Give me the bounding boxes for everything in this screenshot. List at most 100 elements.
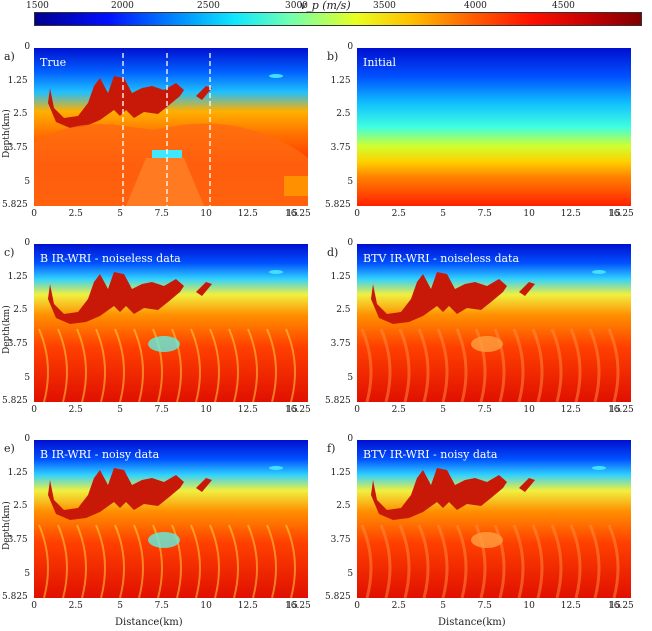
- texture-streak: [266, 328, 277, 402]
- x-tick-label: 7.5: [477, 209, 492, 219]
- texture-streak: [247, 524, 258, 598]
- panel-d: BTV IR-WRI - noiseless data: [357, 244, 631, 402]
- y-tick-label: 1.25: [7, 272, 28, 282]
- panel-label: f): [327, 442, 336, 455]
- y-tick-label: 0: [24, 42, 31, 52]
- x-tick-label: 2.5: [68, 405, 83, 415]
- x-tick-label: 12.5: [237, 209, 258, 219]
- y-axis-label: Depth(km): [2, 109, 12, 158]
- shallow-anomaly: [269, 74, 283, 78]
- salt-body: [48, 468, 184, 520]
- salt-wedge: [519, 478, 535, 492]
- velocity-background: [357, 244, 631, 402]
- texture-streak: [190, 524, 201, 598]
- y-tick-label: 2.5: [336, 109, 351, 119]
- panel-label: b): [327, 50, 339, 63]
- velocity-image: [357, 48, 631, 206]
- x-tick-label: 16.25: [285, 601, 311, 611]
- x-tick-label: 15: [609, 209, 621, 219]
- texture-streak: [607, 524, 620, 598]
- texture-streak: [209, 524, 220, 598]
- velocity-image: [34, 244, 308, 402]
- texture-streak: [76, 328, 87, 402]
- y-tick-label: 3.75: [7, 143, 28, 153]
- colorbar-tick-label: 1500: [26, 1, 49, 11]
- texture-streak: [436, 328, 449, 402]
- salt-body: [48, 76, 184, 128]
- x-tick-label: 5: [440, 209, 446, 219]
- y-tick-label: 3.75: [330, 143, 351, 153]
- channel-reconstruction: [148, 336, 180, 352]
- texture-streak: [512, 524, 525, 598]
- x-tick-label: 15: [286, 601, 298, 611]
- texture-streak: [76, 524, 87, 598]
- texture-streak: [455, 328, 468, 402]
- x-tick-label: 7.5: [154, 405, 169, 415]
- texture-streak: [379, 524, 392, 598]
- corner-block: [284, 176, 308, 196]
- x-tick-label: 15: [609, 405, 621, 415]
- panel-label: d): [327, 246, 339, 259]
- texture-streak: [493, 328, 506, 402]
- x-tick-label: 5: [117, 601, 123, 611]
- texture-streak: [588, 328, 601, 402]
- x-tick-label: 12.5: [560, 405, 581, 415]
- x-tick-label: 16.25: [285, 209, 311, 219]
- texture-streak: [512, 328, 525, 402]
- shallow-anomaly: [269, 466, 283, 470]
- y-tick-label: 0: [24, 434, 31, 444]
- x-tick-label: 2.5: [68, 601, 83, 611]
- y-tick-label: 3.75: [330, 339, 351, 349]
- texture-streak: [474, 328, 487, 402]
- y-tick-label: 1.25: [7, 468, 28, 478]
- velocity-image: [34, 440, 308, 598]
- texture-streak: [95, 524, 106, 598]
- velocity-background: [357, 440, 631, 598]
- y-tick-label: 5.825: [325, 200, 351, 210]
- velocity-background: [34, 440, 308, 598]
- y-tick-label: 0: [347, 238, 354, 248]
- x-tick-label: 16.25: [608, 601, 634, 611]
- texture-streak: [588, 524, 601, 598]
- y-axis-label: Depth(km): [2, 305, 12, 354]
- texture-streak: [417, 328, 430, 402]
- x-tick-label: 10: [523, 209, 535, 219]
- colorbar-tick-label: 2500: [197, 1, 220, 11]
- velocity-image: [357, 244, 631, 402]
- panel-label: c): [4, 246, 15, 259]
- x-axis-label-right: Distance(km): [438, 617, 506, 628]
- y-tick-label: 2.5: [336, 305, 351, 315]
- texture-streak: [569, 328, 582, 402]
- x-tick-label: 12.5: [560, 209, 581, 219]
- x-tick-label: 7.5: [154, 209, 169, 219]
- texture-streak: [95, 328, 106, 402]
- y-tick-label: 5: [347, 373, 354, 383]
- y-tick-label: 5.825: [2, 592, 28, 602]
- salt-body: [371, 272, 507, 324]
- y-tick-label: 0: [347, 434, 354, 444]
- trapezoid-body: [126, 158, 204, 206]
- x-tick-label: 2.5: [68, 209, 83, 219]
- salt-wedge: [196, 478, 212, 492]
- y-tick-label: 2.5: [13, 109, 28, 119]
- y-tick-label: 2.5: [13, 305, 28, 315]
- shallow-anomaly: [592, 466, 606, 470]
- x-tick-label: 2.5: [391, 209, 406, 219]
- texture-streak: [133, 524, 144, 598]
- y-tick-label: 0: [24, 238, 31, 248]
- y-tick-label: 5.825: [325, 396, 351, 406]
- colorbar-tick-label: 4500: [552, 1, 575, 11]
- texture-streak: [38, 328, 49, 402]
- texture-streak: [152, 524, 163, 598]
- salt-body: [371, 468, 507, 520]
- panel-f: BTV IR-WRI - noisy data: [357, 440, 631, 598]
- x-tick-label: 16.25: [608, 405, 634, 415]
- x-tick-label: 2.5: [391, 601, 406, 611]
- texture-streak: [247, 328, 258, 402]
- texture-streak: [133, 328, 144, 402]
- x-tick-label: 2.5: [391, 405, 406, 415]
- x-tick-label: 10: [200, 405, 212, 415]
- texture-streak: [531, 328, 544, 402]
- salt-wedge: [196, 282, 212, 296]
- x-tick-label: 10: [523, 405, 535, 415]
